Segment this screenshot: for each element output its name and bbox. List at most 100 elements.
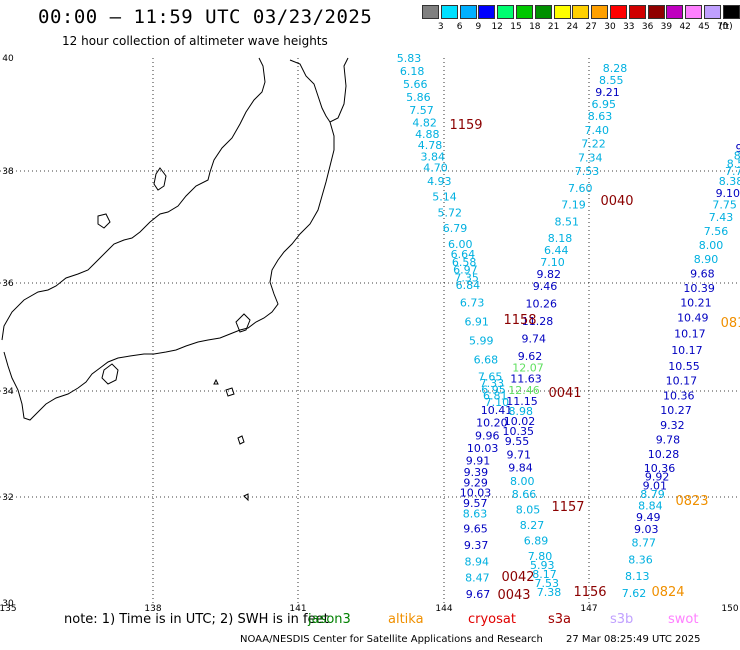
wave-height-value: 10.03 (467, 442, 499, 455)
color-legend: 3 6 9 12 15 18 21 24 27 30 33 36 39 42 45 70 (ft) (422, 5, 740, 35)
wave-height-value: 7.19 (561, 199, 586, 212)
wave-height-value: 7.53 (535, 577, 560, 590)
wave-height-value: 6.89 (524, 535, 549, 548)
wave-height-value: 7.38 (537, 586, 562, 599)
wave-height-value: 10.39 (683, 282, 715, 295)
wave-height-value: 8.00 (699, 239, 724, 252)
wave-height-value: 10.17 (671, 344, 703, 357)
wave-height-value: 7.35 (454, 271, 479, 284)
wave-height-value: 7.40 (585, 124, 610, 137)
legend-label: 24 (566, 22, 579, 32)
lon-tick-label: 135 (0, 604, 17, 614)
wave-height-value: 6.18 (400, 65, 425, 78)
wave-height-value: 10.21 (680, 296, 712, 309)
pass-time-label: 0824 (651, 585, 684, 600)
wave-height-value: 9.39 (464, 466, 489, 479)
legend-label: 33 (623, 22, 635, 32)
wave-height-value: 8.66 (512, 488, 537, 501)
wave-height-value: 6.00 (448, 238, 473, 251)
wave-height-value: 9.21 (595, 86, 620, 99)
wave-height-value: 5.99 (469, 334, 494, 347)
wave-height-value: 7.60 (568, 182, 593, 195)
wave-height-value: 10.27 (660, 404, 692, 417)
wave-height-value: 8.38 (719, 175, 740, 188)
legend-swatch (459, 5, 477, 19)
wave-height-value: 10.03 (460, 487, 492, 500)
wave-height-value: 10.20 (476, 417, 508, 430)
wave-height-value: 10.35 (503, 425, 535, 438)
wave-height-value: 8.36 (628, 553, 653, 566)
wave-height-value: 5.83 (397, 52, 422, 65)
legend-swatch (722, 5, 740, 19)
wave-height-value: 8.63 (463, 508, 488, 521)
wave-height-value: 9.01 (643, 479, 668, 492)
wave-height-value: 9.82 (537, 268, 562, 281)
wave-height-value: 10.36 (663, 389, 695, 402)
wave-height-value: 7.65 (478, 371, 503, 384)
wave-height-value: 8.90 (694, 253, 719, 266)
wave-height-value: 8.27 (520, 519, 545, 532)
credit-line: NOAA/NESDIS Center for Satellite Applica… (240, 634, 543, 645)
wave-height-value: 8.94 (464, 555, 489, 568)
wave-height-value: 8.28 (603, 62, 628, 75)
legend-swatch (610, 5, 627, 19)
wave-height-value: 9.78 (656, 434, 681, 447)
wave-height-value: 11.28 (522, 315, 554, 328)
wave-height-value: 7.62 (622, 587, 647, 600)
legend-swatch (704, 5, 721, 19)
wave-height-value: 8.51 (555, 215, 580, 228)
satellite-altika: altika (388, 612, 424, 627)
lat-tick-label: 40 (2, 54, 14, 64)
legend-label: 36 (641, 22, 654, 32)
legend-label: 6 (456, 22, 463, 32)
page-title: 00:00 – 11:59 UTC 03/23/2025 (38, 6, 373, 28)
wave-height-value: 8.55 (599, 74, 624, 87)
pass-time-label: 1157 (551, 500, 584, 515)
wave-height-value: 10.49 (677, 311, 709, 324)
wave-height-value: 9.67 (466, 588, 491, 601)
wave-height-value: 9.57 (463, 497, 488, 510)
wave-height-value: 5.14 (432, 191, 457, 204)
satellite-s3b: s3b (610, 612, 634, 627)
wave-height-value: 9.96 (475, 429, 500, 442)
legend-label: 27 (585, 22, 597, 32)
wave-height-value: 4.70 (423, 162, 448, 175)
wave-height-value: 10.02 (504, 415, 536, 428)
wave-height-value: 7.10 (485, 396, 510, 409)
wave-height-value: 6.44 (544, 244, 569, 257)
lon-tick-label: 138 (144, 604, 161, 614)
wave-height-value: 7.10 (540, 256, 565, 269)
wave-height-value: 8.13 (625, 570, 650, 583)
japan-coastline (1, 57, 349, 502)
lon-tick-label: 150 (721, 604, 738, 614)
wave-height-value: 9.46 (533, 280, 558, 293)
wave-height-value: 7.43 (709, 211, 734, 224)
pass-time-label: 0041 (548, 386, 581, 401)
legend-swatch (422, 5, 439, 19)
wave-height-value: 8.63 (588, 110, 613, 123)
legend-label: 45 (698, 22, 710, 32)
pass-time-label: 1156 (573, 585, 606, 600)
wave-height-value: 8.77 (631, 537, 656, 550)
pass-time-label: 0042 (501, 570, 534, 585)
legend-swatch (647, 5, 665, 19)
wave-height-value: 7.34 (578, 151, 603, 164)
wave-height-value: 9.29 (463, 476, 488, 489)
pass-time-label: 1159 (449, 118, 482, 133)
wave-height-value: 9.91 (466, 454, 491, 467)
wave-height-value: 9.74 (522, 333, 547, 346)
satellite-jason3: jason3 (308, 612, 351, 627)
pass-time-label: 1158 (503, 313, 536, 328)
wave-height-value: 9.92 (645, 471, 670, 484)
satellite-cryosat: cryosat (468, 612, 516, 627)
wave-height-value: 7.22 (581, 138, 606, 151)
legend-label: 12 (491, 22, 503, 32)
wave-height-value: 9.55 (505, 435, 530, 448)
wave-height-value: 10.55 (668, 360, 700, 373)
legend-label: 70 (717, 22, 729, 32)
wave-height-value: 9.84 (508, 462, 533, 475)
wave-height-value: 6.58 (452, 256, 477, 269)
wave-height-value: 10.17 (674, 328, 706, 341)
legend-swatch (666, 5, 684, 19)
wave-height-value: 9.71 (507, 448, 532, 461)
